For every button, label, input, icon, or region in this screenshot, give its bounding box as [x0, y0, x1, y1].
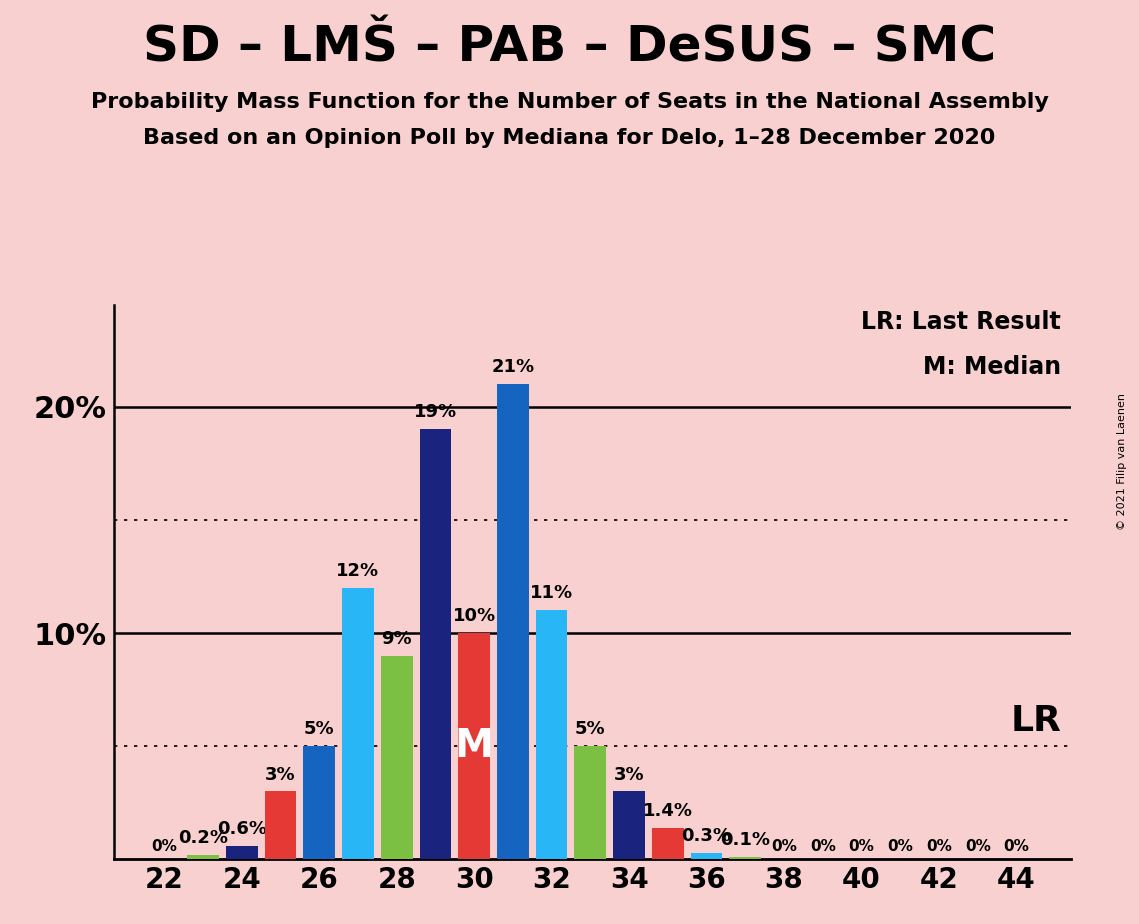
Bar: [613, 792, 645, 859]
Text: 5%: 5%: [575, 720, 606, 738]
Text: Based on an Opinion Poll by Mediana for Delo, 1–28 December 2020: Based on an Opinion Poll by Mediana for …: [144, 128, 995, 148]
Text: 0.1%: 0.1%: [720, 831, 770, 849]
Bar: [458, 633, 490, 859]
Bar: [574, 747, 606, 859]
Bar: [535, 611, 567, 859]
Text: 10%: 10%: [452, 607, 495, 626]
Bar: [419, 430, 451, 859]
Text: 0%: 0%: [810, 839, 836, 854]
Text: SD – LMŠ – PAB – DeSUS – SMC: SD – LMŠ – PAB – DeSUS – SMC: [142, 23, 997, 71]
Text: 21%: 21%: [491, 359, 534, 376]
Text: 12%: 12%: [336, 562, 379, 580]
Text: M: Median: M: Median: [923, 355, 1062, 379]
Text: 0.6%: 0.6%: [216, 820, 267, 838]
Text: 0%: 0%: [849, 839, 875, 854]
Text: 0%: 0%: [771, 839, 797, 854]
Text: 11%: 11%: [530, 585, 573, 602]
Bar: [652, 828, 683, 859]
Text: 5%: 5%: [304, 720, 335, 738]
Text: 9%: 9%: [382, 630, 412, 648]
Text: 0.2%: 0.2%: [178, 829, 228, 847]
Text: M: M: [454, 727, 493, 765]
Text: 0%: 0%: [965, 839, 991, 854]
Bar: [497, 384, 528, 859]
Text: © 2021 Filip van Laenen: © 2021 Filip van Laenen: [1117, 394, 1126, 530]
Text: Probability Mass Function for the Number of Seats in the National Assembly: Probability Mass Function for the Number…: [91, 92, 1048, 113]
Text: 0%: 0%: [926, 839, 952, 854]
Bar: [729, 857, 761, 859]
Text: LR: Last Result: LR: Last Result: [861, 310, 1062, 334]
Text: 0%: 0%: [151, 839, 178, 854]
Bar: [264, 792, 296, 859]
Text: LR: LR: [1010, 704, 1062, 737]
Text: 0%: 0%: [1003, 839, 1030, 854]
Text: 1.4%: 1.4%: [642, 802, 693, 820]
Bar: [226, 845, 257, 859]
Bar: [187, 855, 219, 859]
Bar: [303, 747, 335, 859]
Text: 0%: 0%: [887, 839, 913, 854]
Text: 19%: 19%: [413, 404, 457, 421]
Bar: [690, 853, 722, 859]
Bar: [380, 656, 412, 859]
Text: 0.3%: 0.3%: [681, 827, 731, 845]
Text: 3%: 3%: [614, 765, 645, 784]
Text: 3%: 3%: [265, 765, 296, 784]
Bar: [342, 588, 374, 859]
